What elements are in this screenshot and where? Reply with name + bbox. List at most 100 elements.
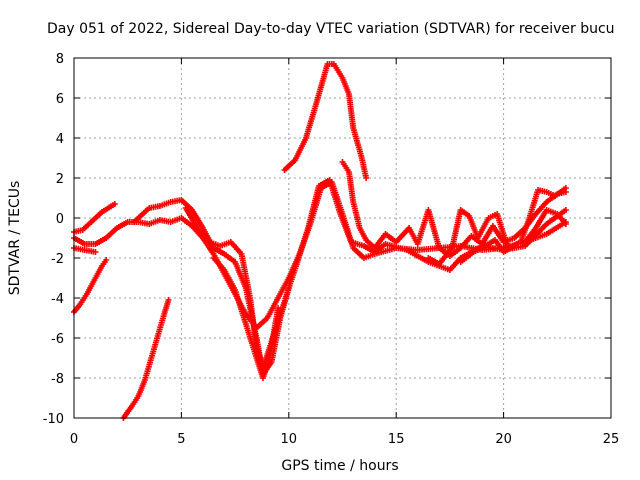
- data-point-marks: [88, 210, 104, 225]
- series-track-11: [425, 185, 569, 267]
- data-point-marks: [350, 125, 365, 159]
- data-point-marks: [92, 249, 99, 255]
- data-point-marks: [129, 395, 141, 409]
- data-point-marks: [337, 211, 354, 243]
- series-track-12: [457, 207, 569, 265]
- data-point-marks: [466, 213, 480, 239]
- axis-ticks: 0 5 10 15 20 25 -10 -8 -6 -4 -2 0 2 4 6 8: [43, 52, 620, 447]
- data-point-marks: [227, 239, 243, 256]
- data-point-marks: [242, 321, 259, 359]
- data-point-marks: [526, 189, 541, 221]
- data-point-marks: [92, 236, 108, 247]
- data-point-marks: [189, 207, 205, 230]
- y-tick-label: 4: [56, 132, 64, 147]
- x-tick-label: 15: [388, 432, 405, 447]
- data-point-marks: [522, 226, 538, 245]
- data-point-marks: [79, 220, 93, 233]
- x-axis-label: GPS time / hours: [281, 458, 398, 474]
- data-point-marks: [350, 199, 363, 229]
- y-tick-label: -8: [51, 372, 64, 387]
- data-point-marks: [457, 234, 473, 251]
- data-point-marks: [182, 205, 201, 232]
- data-point-marks: [71, 245, 86, 253]
- data-point-marks: [382, 231, 398, 244]
- data-point-marks: [543, 220, 567, 237]
- data-point-marks: [148, 335, 161, 361]
- data-point-marks: [313, 63, 330, 105]
- data-point-marks: [247, 295, 260, 349]
- data-point-marks: [294, 227, 311, 265]
- data-point-marks: [221, 267, 237, 291]
- series-track-5: [120, 297, 172, 421]
- data-point-marks: [141, 357, 154, 383]
- data-point-marks: [414, 245, 440, 253]
- data-point-marks: [281, 158, 297, 173]
- data-point-marks: [77, 293, 89, 307]
- data-point-marks: [305, 185, 322, 231]
- data-point-marks: [165, 297, 172, 303]
- x-tick-label: 0: [70, 432, 78, 447]
- data-point-marks: [111, 201, 118, 207]
- data-point-marks: [446, 246, 462, 259]
- data-point-marks: [275, 305, 282, 311]
- data-point-marks: [532, 208, 549, 231]
- data-point-marks: [363, 237, 376, 250]
- y-tick-label: -10: [43, 412, 64, 427]
- data-point-marks: [285, 285, 292, 291]
- data-point-marks: [324, 61, 335, 67]
- data-point-marks: [114, 220, 129, 231]
- data-point-marks: [103, 226, 119, 241]
- data-point-marks: [156, 199, 172, 209]
- data-point-marks: [479, 224, 495, 247]
- data-point-marks: [371, 242, 387, 255]
- data-point-marks: [221, 251, 237, 264]
- data-point-marks: [361, 243, 376, 254]
- data-point-marks: [425, 255, 441, 266]
- x-tick-label: 20: [495, 432, 512, 447]
- data-point-marks: [292, 137, 308, 163]
- y-tick-label: -2: [51, 252, 64, 267]
- data-point-marks: [178, 215, 194, 228]
- data-point-marks: [178, 197, 194, 212]
- data-point-marks: [326, 177, 343, 215]
- data-point-marks: [266, 307, 281, 361]
- y-tick-label: 2: [56, 172, 64, 187]
- data-point-marks: [552, 186, 568, 199]
- data-point-marks: [522, 222, 548, 249]
- data-point-marks: [81, 247, 97, 255]
- data-point-marks: [554, 211, 568, 226]
- data-point-marks: [264, 297, 280, 321]
- data-point-marks: [474, 217, 491, 241]
- data-point-marks: [210, 245, 226, 256]
- x-tick-label: 10: [281, 432, 298, 447]
- data-point-marks: [161, 299, 171, 317]
- data-point-marks: [425, 207, 442, 249]
- data-point-marks: [83, 277, 98, 297]
- series-track-4: [71, 257, 110, 315]
- x-tick-label: 25: [603, 432, 620, 447]
- data-point-marks: [260, 357, 272, 381]
- data-points: [71, 61, 569, 421]
- data-point-marks: [345, 169, 356, 203]
- data-point-marks: [232, 259, 248, 289]
- data-point-marks: [358, 155, 369, 179]
- y-tick-label: -6: [51, 332, 64, 347]
- data-point-marks: [232, 287, 249, 325]
- data-point-marks: [275, 287, 292, 325]
- data-point-marks: [238, 251, 253, 299]
- data-point-marks: [103, 257, 110, 263]
- chart-title: Day 051 of 2022, Sidereal Day-to-day VTE…: [47, 21, 615, 37]
- data-point-marks: [330, 61, 345, 79]
- data-point-marks: [562, 221, 569, 227]
- data-point-marks: [363, 175, 370, 181]
- x-tick-label: 5: [177, 432, 185, 447]
- data-point-marks: [470, 246, 483, 255]
- data-point-marks: [339, 159, 351, 173]
- data-point-marks: [303, 101, 320, 141]
- data-point-marks: [403, 247, 430, 264]
- data-point-marks: [98, 259, 108, 269]
- data-point-marks: [92, 265, 104, 281]
- series-track-1: [71, 201, 118, 235]
- data-point-marks: [500, 242, 518, 255]
